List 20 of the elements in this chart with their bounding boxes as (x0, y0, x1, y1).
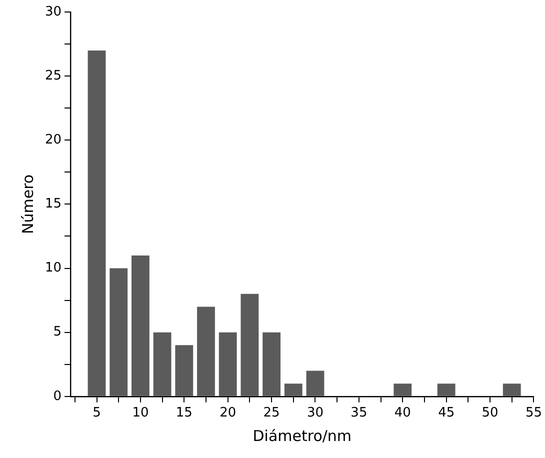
x-tick-label: 45 (438, 406, 455, 421)
y-tick-label: 15 (44, 196, 62, 212)
y-tick-label: 25 (44, 68, 62, 84)
x-tick-label: 15 (176, 406, 192, 421)
y-tick-label: 30 (44, 4, 62, 20)
x-tick-label: 30 (306, 406, 324, 421)
y-tick-label: 20 (44, 132, 62, 148)
x-tick-label: 5 (92, 406, 101, 421)
x-tick-label: 50 (482, 406, 498, 421)
x-tick-label: 35 (350, 406, 368, 421)
y-tick-label: 5 (53, 324, 62, 340)
x-tick-label: 25 (263, 406, 280, 421)
x-axis-title: Diámetro/nm (252, 426, 352, 445)
x-tick-label: 10 (132, 406, 149, 421)
y-tick-label: 10 (44, 260, 62, 276)
y-axis-title: Número (18, 174, 37, 234)
x-tick-label: 40 (394, 406, 411, 421)
y-tick-label: 0 (53, 388, 62, 404)
x-tick-label: 20 (220, 406, 236, 421)
x-tick-label: 55 (525, 406, 542, 421)
